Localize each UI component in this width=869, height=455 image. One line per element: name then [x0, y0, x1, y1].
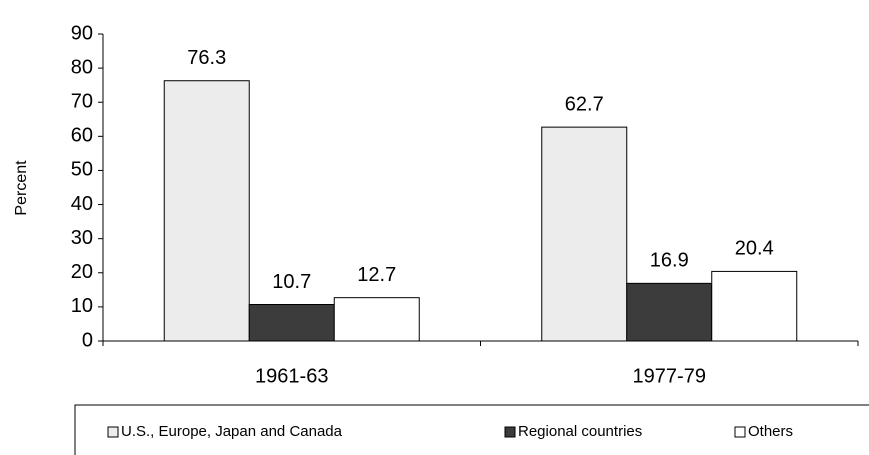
y-tick-label: 90 — [71, 22, 93, 44]
y-tick-label: 0 — [82, 329, 93, 351]
bar — [333, 297, 420, 342]
legend-swatch — [504, 426, 516, 438]
bar — [626, 282, 713, 342]
y-tick-label: 70 — [71, 91, 93, 113]
y-tick-label: 80 — [71, 56, 93, 78]
data-label: 12.7 — [357, 264, 396, 286]
data-label: 16.9 — [650, 250, 689, 272]
data-label: 76.3 — [187, 47, 226, 69]
y-tick-label: 60 — [71, 125, 93, 147]
data-label: 20.4 — [735, 238, 774, 260]
bar — [541, 126, 628, 342]
data-label: 10.7 — [272, 271, 311, 293]
y-tick-label: 30 — [71, 227, 93, 249]
bar — [163, 80, 250, 342]
x-tick-label: 1961-63 — [255, 365, 328, 387]
legend-swatch — [107, 426, 119, 438]
y-tick-label: 20 — [71, 261, 93, 283]
y-tick-label: 10 — [71, 295, 93, 317]
bar — [711, 270, 798, 342]
data-label: 62.7 — [565, 93, 604, 115]
y-tick-label: 50 — [71, 159, 93, 181]
y-tick-label: 40 — [71, 193, 93, 215]
y-axis-label: Percent — [13, 160, 30, 216]
legend-label: U.S., Europe, Japan and Canada — [121, 423, 343, 440]
legend-box — [74, 404, 869, 455]
bar — [248, 304, 335, 342]
legend-label: Others — [748, 423, 793, 440]
legend-label: Regional countries — [518, 423, 642, 440]
legend-swatch — [734, 426, 746, 438]
x-tick-label: 1977-79 — [633, 365, 706, 387]
